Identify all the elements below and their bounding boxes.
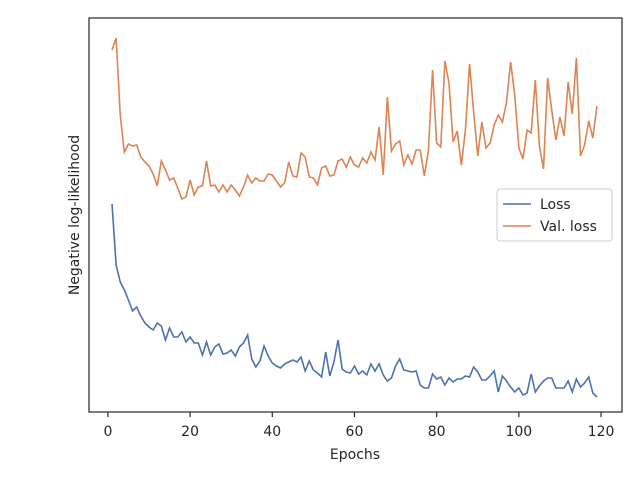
x-tick-label: 80 <box>428 424 446 440</box>
legend-label: Loss <box>540 197 571 213</box>
line-series <box>111 37 598 201</box>
x-tick-label: 100 <box>505 424 532 440</box>
legend-label: Val. loss <box>540 219 597 235</box>
legend-box <box>496 188 613 242</box>
x-tick-label: 0 <box>103 424 112 440</box>
y-axis-label: Negative log-likelihood <box>67 135 83 295</box>
x-tick-label: 120 <box>588 424 615 440</box>
x-axis-label: Epochs <box>330 447 380 463</box>
line-series <box>111 203 598 398</box>
x-tick-label: 60 <box>346 424 364 440</box>
x-tick-label: 40 <box>263 424 281 440</box>
x-tick-label: 20 <box>181 424 199 440</box>
